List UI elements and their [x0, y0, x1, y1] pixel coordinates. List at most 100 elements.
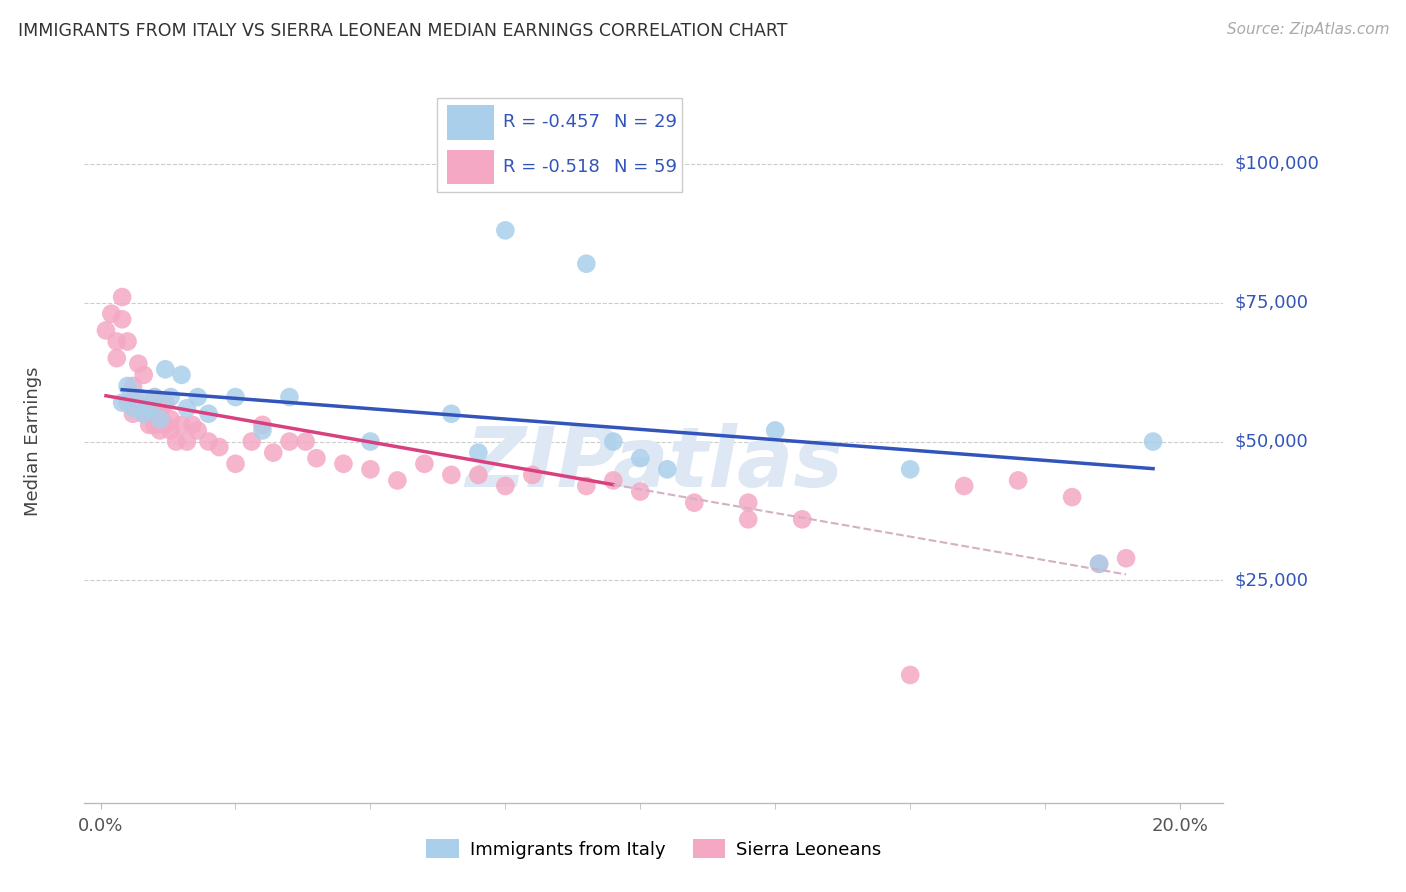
Point: [132, 407, 155, 421]
Legend: Immigrants from Italy, Sierra Leoneans: Immigrants from Italy, Sierra Leoneans: [419, 832, 889, 866]
Point: [252, 417, 274, 432]
Point: [413, 457, 436, 471]
Point: [262, 445, 284, 459]
Point: [602, 474, 624, 488]
Point: [602, 434, 624, 449]
Point: [278, 434, 301, 449]
Point: [359, 434, 381, 449]
Point: [737, 512, 759, 526]
Point: [117, 334, 139, 349]
Point: [440, 467, 463, 482]
Point: [143, 417, 166, 432]
FancyBboxPatch shape: [447, 150, 495, 185]
Point: [467, 445, 489, 459]
Point: [1088, 557, 1111, 571]
Point: [127, 357, 149, 371]
Point: [100, 307, 122, 321]
Text: R = -0.457: R = -0.457: [503, 113, 600, 131]
Point: [159, 390, 181, 404]
Point: [181, 417, 204, 432]
FancyBboxPatch shape: [437, 98, 682, 193]
Point: [149, 424, 172, 438]
Point: [792, 512, 814, 526]
Point: [187, 424, 209, 438]
Point: [494, 479, 516, 493]
Point: [122, 407, 145, 421]
Point: [122, 379, 145, 393]
Point: [467, 467, 489, 482]
Text: $25,000: $25,000: [1234, 572, 1309, 590]
Point: [240, 434, 263, 449]
Point: [575, 479, 598, 493]
Point: [1088, 557, 1111, 571]
Point: [440, 407, 463, 421]
Point: [176, 434, 198, 449]
Point: [105, 351, 128, 366]
Point: [117, 395, 139, 409]
Point: [170, 368, 193, 382]
Point: [138, 407, 160, 421]
Point: [575, 257, 598, 271]
Point: [224, 457, 246, 471]
Point: [224, 390, 246, 404]
Point: [111, 290, 134, 304]
FancyBboxPatch shape: [447, 105, 495, 139]
Point: [187, 390, 209, 404]
Text: N = 59: N = 59: [614, 158, 676, 176]
Text: R = -0.518: R = -0.518: [503, 158, 600, 176]
Point: [122, 401, 145, 416]
Point: [127, 395, 149, 409]
Point: [332, 457, 354, 471]
Point: [763, 424, 786, 438]
Text: ZIPatlas: ZIPatlas: [465, 423, 842, 504]
Point: [155, 362, 177, 376]
Point: [657, 462, 679, 476]
Point: [1007, 474, 1029, 488]
Text: $75,000: $75,000: [1234, 293, 1309, 311]
Point: [143, 390, 166, 404]
Point: [628, 451, 651, 466]
Point: [138, 417, 160, 432]
Point: [628, 484, 651, 499]
Point: [252, 424, 274, 438]
Point: [138, 401, 160, 416]
Point: [522, 467, 544, 482]
Point: [208, 440, 231, 454]
Point: [165, 434, 187, 449]
Point: [737, 496, 759, 510]
Point: [111, 312, 134, 326]
Point: [359, 462, 381, 476]
Point: [387, 474, 409, 488]
Text: $100,000: $100,000: [1234, 154, 1319, 173]
Point: [159, 412, 181, 426]
Text: IMMIGRANTS FROM ITALY VS SIERRA LEONEAN MEDIAN EARNINGS CORRELATION CHART: IMMIGRANTS FROM ITALY VS SIERRA LEONEAN …: [18, 22, 787, 40]
Text: Median Earnings: Median Earnings: [24, 367, 42, 516]
Point: [197, 434, 219, 449]
Point: [278, 390, 301, 404]
Point: [294, 434, 316, 449]
Point: [149, 407, 172, 421]
Point: [132, 407, 155, 421]
Point: [149, 412, 172, 426]
Point: [898, 462, 921, 476]
Point: [1062, 490, 1084, 504]
Point: [170, 417, 193, 432]
Point: [494, 223, 516, 237]
Point: [197, 407, 219, 421]
Point: [1115, 551, 1137, 566]
Text: N = 29: N = 29: [614, 113, 676, 131]
Point: [111, 395, 134, 409]
Point: [117, 379, 139, 393]
Point: [1142, 434, 1164, 449]
Point: [94, 323, 117, 337]
Text: Source: ZipAtlas.com: Source: ZipAtlas.com: [1226, 22, 1389, 37]
Point: [159, 424, 181, 438]
Point: [155, 417, 177, 432]
Point: [898, 668, 921, 682]
Point: [127, 390, 149, 404]
Point: [683, 496, 706, 510]
Point: [305, 451, 328, 466]
Point: [105, 334, 128, 349]
Point: [143, 390, 166, 404]
Point: [176, 401, 198, 416]
